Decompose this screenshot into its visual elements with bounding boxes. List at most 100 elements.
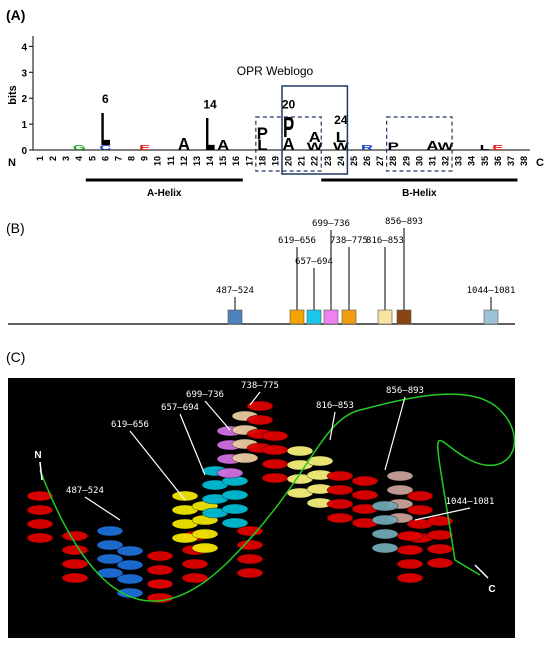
terminus-arrow [474, 564, 489, 579]
helix-turn [191, 528, 219, 540]
helix-turn [216, 467, 244, 479]
helix-turn [26, 532, 54, 544]
position-annotation: 14 [203, 97, 217, 111]
x-tick-label: 33 [454, 156, 464, 166]
helix-turn [386, 484, 414, 496]
x-tick-label: 9 [140, 156, 150, 161]
helix-turn [181, 558, 209, 570]
helix-turn [191, 542, 219, 554]
logo-letter: A [178, 133, 191, 154]
pointer-line [204, 400, 231, 431]
end-label: C [536, 157, 544, 169]
y-tick-label: 0 [21, 146, 27, 157]
helix-turn [221, 517, 249, 529]
helix-turn [426, 557, 454, 569]
logo-letter: P [388, 140, 399, 152]
structure-label: 699–736 [186, 390, 224, 400]
helix-turn [146, 564, 174, 576]
dashed-box [386, 116, 453, 172]
x-tick-label: 30 [414, 156, 424, 166]
logo-letter: L [257, 138, 268, 154]
helix-turn [261, 458, 289, 470]
helix-turn [426, 543, 454, 555]
panel-label: (B) [6, 220, 25, 236]
y-axis-label: bits [7, 85, 19, 105]
helix-turn [396, 544, 424, 556]
logo-letter: R [361, 143, 374, 151]
helix-turn [116, 573, 144, 585]
helix-turn [261, 444, 289, 456]
domain-box [396, 309, 412, 325]
logo-letter: L [205, 109, 215, 161]
logo-letter: L [480, 143, 490, 151]
terminus-label: C [488, 584, 495, 595]
helix-turn [146, 550, 174, 562]
helix-turn [371, 500, 399, 512]
helix-turn [236, 539, 264, 551]
y-tick-label: 1 [21, 120, 27, 131]
logo-letter: P [283, 111, 294, 143]
x-tick-label: 22 [310, 156, 320, 166]
logo-letter: E [139, 143, 151, 151]
x-tick-label: 37 [506, 156, 516, 166]
logo-letter: G [73, 143, 86, 151]
position-annotation: 24 [334, 113, 348, 127]
logo-letter: A [282, 133, 295, 154]
chart-title: OPR Weblogo [237, 64, 314, 78]
x-tick-label: 24 [336, 156, 346, 166]
x-tick-label: 10 [153, 156, 163, 166]
helix-turn [26, 490, 54, 502]
x-tick-label: 31 [427, 156, 437, 166]
domain-box [306, 309, 322, 325]
helix-turn [326, 470, 354, 482]
helix-turn [236, 525, 264, 537]
logo-letter: A [309, 130, 321, 146]
helix-turn [396, 530, 424, 542]
pointer-line [249, 391, 261, 406]
helix-turn [171, 490, 199, 502]
logo-letter: A [426, 140, 438, 154]
x-tick-label: 35 [480, 156, 490, 166]
pointer-line [414, 507, 471, 521]
pointer-line [129, 430, 186, 501]
pointer-line [384, 396, 406, 471]
x-tick-label: 13 [192, 156, 202, 166]
helix-turn [426, 515, 454, 527]
structure-label: 816–853 [316, 401, 354, 411]
helix-turn [406, 490, 434, 502]
helix-turn [96, 539, 124, 551]
helix-turn [371, 542, 399, 554]
x-tick-label: 34 [467, 156, 477, 166]
region-label: B-Helix [402, 188, 437, 199]
logo-letter: C [99, 143, 111, 151]
logo-letter: L [336, 130, 347, 146]
x-tick-label: 11 [166, 156, 176, 166]
x-tick-label: 27 [375, 156, 385, 166]
helix-turn [351, 489, 379, 501]
helix-turn [261, 430, 289, 442]
structure-label: 619–656 [111, 420, 149, 430]
structure-label: 1044–1081 [446, 497, 495, 507]
y-tick-label: 3 [21, 68, 27, 79]
helix-turn [231, 452, 259, 464]
helix-turn [246, 400, 274, 412]
helix-turn [61, 558, 89, 570]
structure-label: 487–524 [66, 486, 104, 496]
helix-turn [116, 559, 144, 571]
structure-label: 856–893 [386, 386, 424, 396]
x-tick-label: 5 [87, 156, 97, 161]
helix-turn [236, 567, 264, 579]
helix-turn [306, 455, 334, 467]
domain-label: 619–656 [278, 236, 316, 246]
structure-label: 738–775 [241, 381, 279, 391]
terminus-arrow [39, 461, 43, 481]
domain-label: 699–736 [312, 219, 350, 229]
domain-label: 856–893 [385, 217, 423, 227]
x-tick-label: 8 [127, 156, 137, 161]
logo-letter: P [257, 123, 268, 144]
helix-turn [61, 544, 89, 556]
x-tick-label: 20 [284, 156, 294, 166]
helix-turn [286, 445, 314, 457]
x-tick-label: 4 [74, 156, 84, 161]
